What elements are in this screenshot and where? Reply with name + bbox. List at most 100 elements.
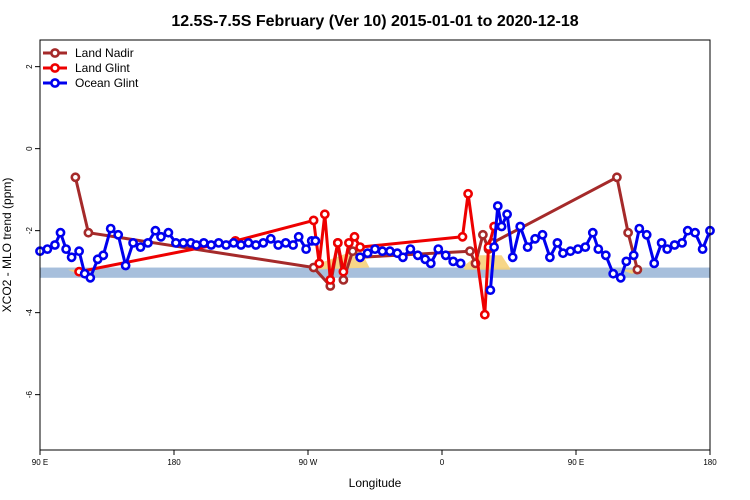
- x-axis: 90 E 180 90 W 0 90 E 180: [32, 450, 717, 467]
- data-point-land-glint: [319, 209, 330, 220]
- data-point-ocean-glint: [362, 248, 373, 259]
- legend-item-land-nadir: Land Nadir: [43, 46, 134, 60]
- data-point-land-nadir: [612, 172, 622, 183]
- x-axis-label: Longitude: [349, 476, 402, 490]
- data-point-ocean-glint: [656, 237, 667, 248]
- data-point-ocean-glint: [455, 258, 466, 269]
- data-point-ocean-glint: [425, 258, 436, 269]
- data-point-ocean-glint: [565, 246, 576, 257]
- y-tick-label: -4: [25, 309, 34, 317]
- data-point-ocean-glint: [42, 244, 53, 254]
- data-point-land-nadir: [70, 172, 81, 183]
- data-point-ocean-glint: [66, 252, 77, 263]
- data-point-ocean-glint: [669, 240, 680, 250]
- data-point-ocean-glint: [649, 258, 660, 269]
- data-point-ocean-glint: [507, 252, 518, 263]
- x-tick-label: 90 W: [299, 458, 318, 467]
- data-point-ocean-glint: [522, 242, 533, 252]
- data-point-ocean-glint: [61, 244, 71, 254]
- y-tick-label: -2: [25, 227, 34, 235]
- data-point-ocean-glint: [142, 237, 153, 248]
- x-tick-label: 180: [703, 458, 717, 467]
- data-point-ocean-glint: [288, 240, 298, 250]
- x-tick-label: 0: [440, 458, 445, 467]
- data-point-ocean-glint: [191, 240, 202, 250]
- data-point-land-nadir: [347, 246, 358, 257]
- data-point-ocean-glint: [537, 229, 548, 240]
- data-point-land-nadir: [83, 227, 94, 238]
- data-point-ocean-glint: [258, 237, 269, 248]
- data-point-ocean-glint: [677, 237, 687, 248]
- data-point-land-glint: [325, 274, 336, 285]
- legend-label: Ocean Glint: [75, 76, 139, 90]
- data-point-land-glint: [463, 188, 473, 199]
- data-point-ocean-glint: [662, 244, 673, 254]
- data-point-ocean-glint: [113, 229, 124, 240]
- x-tick-label: 90 E: [568, 458, 584, 467]
- y-tick-label: 0: [25, 146, 34, 151]
- data-point-ocean-glint: [135, 242, 146, 252]
- y-axis: 2 0 -2 -4 -6: [25, 64, 40, 398]
- data-point-ocean-glint: [55, 227, 66, 238]
- data-point-ocean-glint: [377, 246, 388, 257]
- data-point-land-glint: [479, 309, 490, 320]
- data-point-ocean-glint: [265, 233, 276, 244]
- data-point-ocean-glint: [552, 237, 563, 248]
- chart-title: 12.5S-7.5S February (Ver 10) 2015-01-01 …: [171, 13, 578, 30]
- data-point-ocean-glint: [615, 272, 626, 283]
- x-tick-label: 180: [167, 458, 181, 467]
- data-point-land-glint: [457, 231, 468, 242]
- data-point-ocean-glint: [433, 244, 444, 254]
- data-point-ocean-glint: [608, 268, 619, 279]
- y-axis-label: XCO2 - MLO trend (ppm): [0, 178, 14, 313]
- data-point-ocean-glint: [697, 244, 708, 254]
- data-point-ocean-glint: [448, 256, 459, 267]
- data-point-ocean-glint: [178, 237, 189, 248]
- data-point-ocean-glint: [573, 244, 583, 254]
- data-point-ocean-glint: [515, 221, 526, 232]
- data-point-ocean-glint: [384, 246, 395, 257]
- data-point-ocean-glint: [492, 201, 503, 211]
- data-point-ocean-glint: [580, 242, 591, 252]
- legend-label: Land Nadir: [75, 46, 134, 60]
- data-point-ocean-glint: [150, 225, 161, 236]
- legend-swatch-marker: [50, 48, 60, 58]
- data-point-ocean-glint: [558, 248, 568, 259]
- data-point-ocean-glint: [502, 209, 512, 220]
- plot-area: [35, 172, 715, 320]
- data-point-land-glint: [355, 242, 365, 252]
- data-point-ocean-glint: [690, 227, 700, 238]
- series-ocean-glint: [35, 201, 715, 295]
- data-point-ocean-glint: [634, 223, 645, 234]
- legend-item-ocean-glint: Ocean Glint: [43, 76, 139, 90]
- data-point-land-glint: [332, 237, 343, 248]
- data-point-ocean-glint: [273, 240, 284, 250]
- y-tick-label: 2: [25, 64, 34, 69]
- legend-swatch-marker: [50, 78, 60, 88]
- data-point-ocean-glint: [405, 244, 416, 254]
- data-point-ocean-glint: [628, 250, 639, 261]
- data-point-ocean-glint: [545, 252, 555, 263]
- legend-swatch-marker: [50, 63, 60, 73]
- data-point-land-glint: [308, 215, 319, 226]
- data-point-ocean-glint: [530, 233, 540, 244]
- data-point-ocean-glint: [98, 250, 109, 261]
- x-tick-label: 90 E: [32, 458, 48, 467]
- data-point-ocean-glint: [120, 260, 131, 271]
- data-point-ocean-glint: [310, 235, 321, 246]
- data-point-land-glint: [338, 266, 349, 277]
- data-point-ocean-glint: [301, 244, 311, 254]
- data-point-ocean-glint: [587, 227, 598, 238]
- data-point-ocean-glint: [593, 244, 604, 254]
- plot-frame: [39, 39, 711, 451]
- data-point-ocean-glint: [440, 250, 451, 261]
- data-point-ocean-glint: [496, 221, 507, 232]
- data-point-land-glint: [349, 231, 360, 242]
- data-point-ocean-glint: [355, 252, 365, 263]
- data-point-land-glint: [314, 258, 325, 269]
- data-point-ocean-glint: [412, 250, 423, 261]
- data-point-ocean-glint: [243, 237, 254, 248]
- data-point-ocean-glint: [621, 256, 632, 267]
